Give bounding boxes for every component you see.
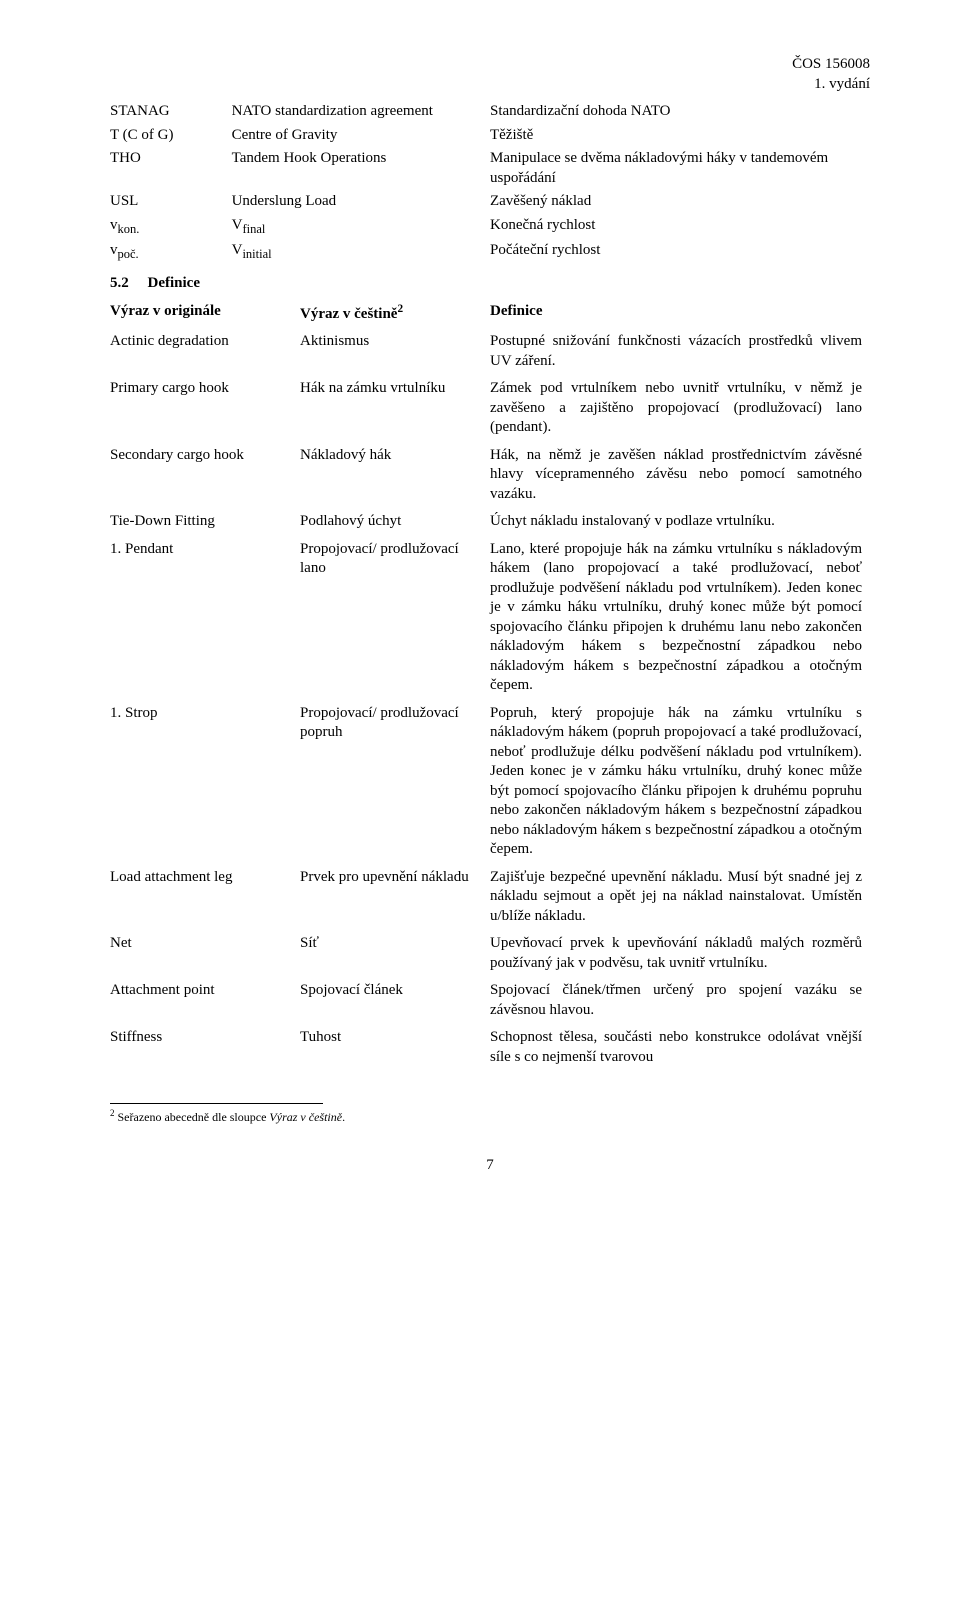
page-number: 7: [110, 1156, 870, 1176]
definition-row: Secondary cargo hookNákladový hákHák, na…: [110, 444, 870, 511]
abbrev-table: STANAGNATO standardization agreementStan…: [110, 100, 870, 264]
def-czech: Aktinismus: [300, 330, 490, 377]
footnote: 2 Seřazeno abecedně dle sloupce Výraz v …: [110, 1108, 870, 1126]
def-original: Tie-Down Fitting: [110, 510, 300, 538]
abbrev-row: vpoč.VinitialPočáteční rychlost: [110, 239, 870, 264]
defs-header-col2: Výraz v češtině2: [300, 300, 490, 331]
abbrev-cell: vpoč.: [110, 239, 232, 264]
def-czech: Propojovací/ prodlužovací lano: [300, 538, 490, 702]
abbrev-row: USLUnderslung LoadZavěšený náklad: [110, 190, 870, 214]
edition: 1. vydání: [814, 76, 870, 92]
english-cell: NATO standardization agreement: [232, 100, 490, 124]
def-czech: Prvek pro upevnění nákladu: [300, 866, 490, 933]
english-cell: Underslung Load: [232, 190, 490, 214]
english-cell: Centre of Gravity: [232, 124, 490, 148]
definition-row: StiffnessTuhostSchopnost tělesa, součást…: [110, 1026, 870, 1073]
definition-row: Actinic degradationAktinismusPostupné sn…: [110, 330, 870, 377]
definition-row: Tie-Down FittingPodlahový úchytÚchyt nák…: [110, 510, 870, 538]
english-cell: Vfinal: [232, 214, 490, 239]
czech-cell: Standardizační dohoda NATO: [490, 100, 870, 124]
def-original: Secondary cargo hook: [110, 444, 300, 511]
section-heading: 5.2 Definice: [110, 274, 870, 294]
header-block: ČOS 156008 1. vydání: [110, 55, 870, 94]
def-original: Attachment point: [110, 979, 300, 1026]
def-original: 1. Strop: [110, 702, 300, 866]
def-text: Úchyt nákladu instalovaný v podlaze vrtu…: [490, 510, 870, 538]
abbrev-row: vkon.VfinalKonečná rychlost: [110, 214, 870, 239]
section-title: Definice: [148, 275, 200, 291]
english-cell: Tandem Hook Operations: [232, 147, 490, 190]
def-text: Upevňovací prvek k upevňování nákladů ma…: [490, 932, 870, 979]
english-cell: Vinitial: [232, 239, 490, 264]
def-original: 1. Pendant: [110, 538, 300, 702]
czech-cell: Počáteční rychlost: [490, 239, 870, 264]
def-text: Popruh, který propojuje hák na zámku vrt…: [490, 702, 870, 866]
definition-row: Attachment pointSpojovací článekSpojovac…: [110, 979, 870, 1026]
defs-header-row: Výraz v originále Výraz v češtině2 Defin…: [110, 300, 870, 331]
def-czech: Síť: [300, 932, 490, 979]
footnote-separator: [110, 1103, 323, 1104]
def-text: Schopnost tělesa, součásti nebo konstruk…: [490, 1026, 870, 1073]
definition-row: NetSíťUpevňovací prvek k upevňování nákl…: [110, 932, 870, 979]
doc-id: ČOS 156008: [792, 56, 870, 72]
footnote-text: Seřazeno abecedně dle sloupce Výraz v če…: [118, 1110, 346, 1124]
defs-header-col3: Definice: [490, 300, 870, 331]
def-original: Net: [110, 932, 300, 979]
def-original: Actinic degradation: [110, 330, 300, 377]
definition-row: 1. PendantPropojovací/ prodlužovací lano…: [110, 538, 870, 702]
def-czech: Nákladový hák: [300, 444, 490, 511]
abbrev-cell: USL: [110, 190, 232, 214]
def-original: Load attachment leg: [110, 866, 300, 933]
definition-row: 1. StropPropojovací/ prodlužovací popruh…: [110, 702, 870, 866]
definition-row: Primary cargo hookHák na zámku vrtulníku…: [110, 377, 870, 444]
definitions-table: Výraz v originále Výraz v češtině2 Defin…: [110, 300, 870, 1074]
def-original: Primary cargo hook: [110, 377, 300, 444]
abbrev-cell: vkon.: [110, 214, 232, 239]
definition-row: Load attachment legPrvek pro upevnění ná…: [110, 866, 870, 933]
czech-cell: Manipulace se dvěma nákladovými háky v t…: [490, 147, 870, 190]
footnote-index: 2: [110, 1108, 115, 1118]
def-text: Spojovací článek/třmen určený pro spojen…: [490, 979, 870, 1026]
def-text: Hák, na němž je zavěšen náklad prostředn…: [490, 444, 870, 511]
def-text: Zajišťuje bezpečné upevnění nákladu. Mus…: [490, 866, 870, 933]
abbrev-row: THOTandem Hook OperationsManipulace se d…: [110, 147, 870, 190]
def-czech: Spojovací článek: [300, 979, 490, 1026]
def-czech: Podlahový úchyt: [300, 510, 490, 538]
czech-cell: Konečná rychlost: [490, 214, 870, 239]
czech-cell: Zavěšený náklad: [490, 190, 870, 214]
abbrev-row: T (C of G)Centre of GravityTěžiště: [110, 124, 870, 148]
def-original: Stiffness: [110, 1026, 300, 1073]
section-number: 5.2: [110, 275, 129, 291]
czech-cell: Těžiště: [490, 124, 870, 148]
abbrev-cell: THO: [110, 147, 232, 190]
def-text: Postupné snižování funkčnosti vázacích p…: [490, 330, 870, 377]
defs-header-col1: Výraz v originále: [110, 300, 300, 331]
def-czech: Propojovací/ prodlužovací popruh: [300, 702, 490, 866]
abbrev-cell: STANAG: [110, 100, 232, 124]
abbrev-row: STANAGNATO standardization agreementStan…: [110, 100, 870, 124]
def-text: Zámek pod vrtulníkem nebo uvnitř vrtulní…: [490, 377, 870, 444]
def-text: Lano, které propojuje hák na zámku vrtul…: [490, 538, 870, 702]
abbrev-cell: T (C of G): [110, 124, 232, 148]
def-czech: Tuhost: [300, 1026, 490, 1073]
def-czech: Hák na zámku vrtulníku: [300, 377, 490, 444]
